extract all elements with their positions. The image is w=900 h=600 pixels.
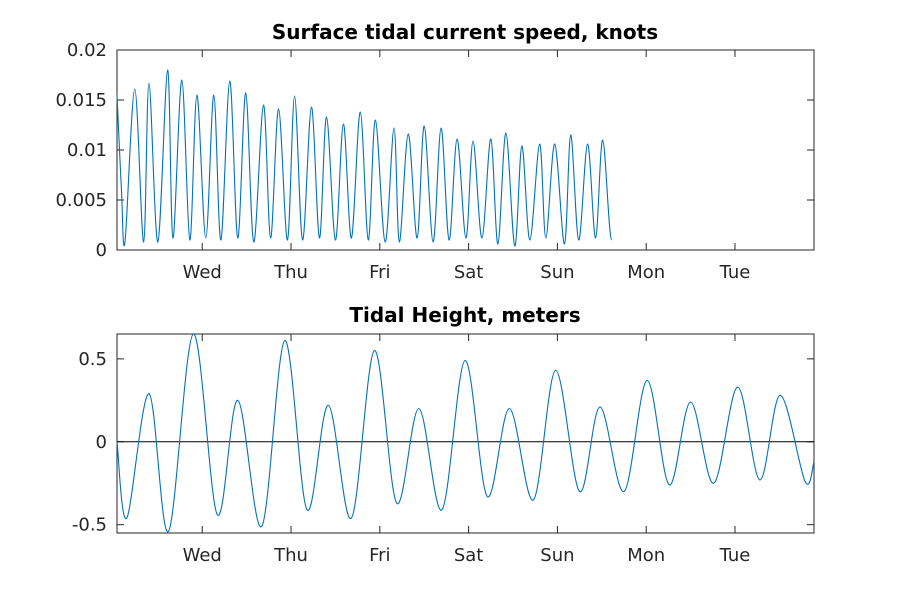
current-speed-y-ticks: 0 0.005 0.01 0.015 0.02 [55, 40, 814, 261]
tidal-height-y-ticks: -0.5 0 0.5 [72, 349, 814, 536]
current-speed-x-tick-label: Sun [540, 262, 574, 283]
tidal-height-x-ticks: Wed Thu Fri Sat Sun Mon Tue [183, 334, 751, 566]
current-speed-y-tick-label: 0.01 [67, 140, 107, 161]
tidal-height-axes: Tidal Height, meters -0.5 0 0.5 Wed Thu Fri S… [72, 303, 815, 566]
current-speed-y-tick-label: 0.005 [55, 190, 107, 211]
tidal-height-line [116, 333, 815, 532]
tidal-height-series [116, 333, 815, 532]
tidal-height-x-tick-label: Thu [273, 545, 308, 566]
tidal-height-x-tick-label: Tue [719, 545, 751, 566]
current-speed-x-tick-label: Wed [183, 262, 222, 283]
tidal-height-axes-box [116, 333, 815, 534]
current-speed-x-tick-label: Thu [273, 262, 308, 283]
current-speed-y-tick-label: 0 [96, 240, 107, 261]
current-speed-x-tick-label: Mon [627, 262, 665, 283]
current-speed-title: Surface tidal current speed, knots [272, 20, 658, 44]
current-speed-axes-box [116, 49, 815, 251]
tidal-height-title: Tidal Height, meters [349, 303, 580, 327]
current-speed-y-tick-label: 0.015 [55, 90, 107, 111]
current-speed-line [116, 69, 613, 247]
tidal-height-y-tick-label: 0.5 [78, 349, 107, 370]
current-speed-x-tick-label: Tue [719, 262, 751, 283]
tidal-height-x-tick-label: Mon [627, 545, 665, 566]
current-speed-axes: Surface tidal current speed, knots 0 0.00… [55, 20, 815, 283]
current-speed-series [116, 69, 613, 247]
tidal-height-x-tick-label: Fri [369, 545, 390, 566]
current-speed-x-tick-label: Sat [454, 262, 484, 283]
current-speed-x-ticks: Wed Thu Fri Sat Sun Mon Tue [183, 50, 751, 283]
tidal-height-x-tick-label: Wed [183, 545, 222, 566]
tidal-height-x-tick-label: Sat [454, 545, 484, 566]
tidal-height-y-tick-label: -0.5 [72, 515, 107, 536]
tidal-height-y-tick-label: 0 [96, 432, 107, 453]
current-speed-x-tick-label: Fri [369, 262, 390, 283]
tidal-height-x-tick-label: Sun [540, 545, 574, 566]
current-speed-y-tick-label: 0.02 [67, 40, 107, 61]
